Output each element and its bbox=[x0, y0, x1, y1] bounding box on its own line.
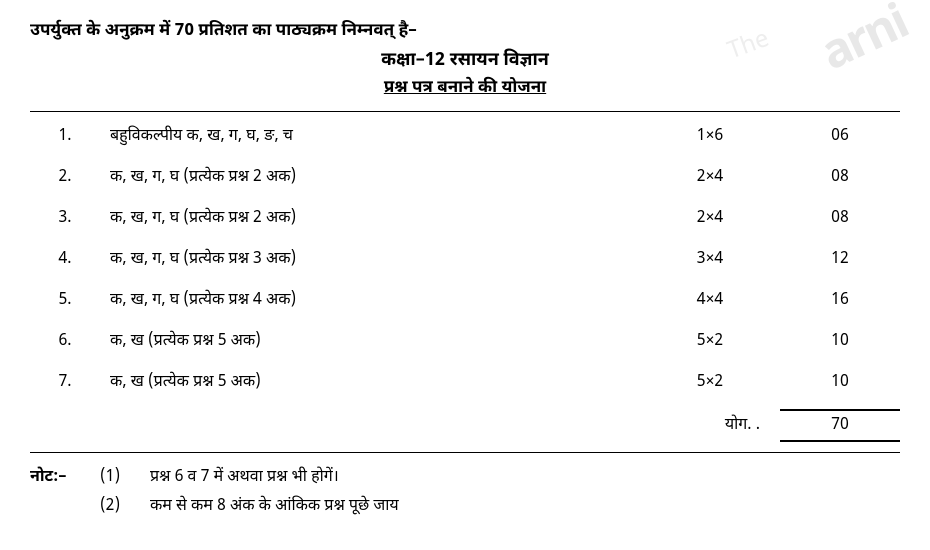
row-number: 2. bbox=[30, 167, 100, 188]
note-text: प्रश्न 6 व 7 में अथवा प्रश्न भी होगें। bbox=[150, 467, 900, 488]
total-row: योग. . 70 bbox=[30, 403, 900, 448]
row-description: क, ख, ग, घ (प्रत्येक प्रश्न 3 अक) bbox=[100, 249, 640, 270]
note-row: नोट:– (1) प्रश्न 6 व 7 में अथवा प्रश्न भ… bbox=[30, 463, 900, 492]
row-description: क, ख (प्रत्येक प्रश्न 5 अक) bbox=[100, 331, 640, 352]
row-total: 06 bbox=[780, 126, 900, 147]
row-number: 3. bbox=[30, 208, 100, 229]
row-total: 12 bbox=[780, 249, 900, 270]
row-total: 10 bbox=[780, 372, 900, 393]
notes-section: नोट:– (1) प्रश्न 6 व 7 में अथवा प्रश्न भ… bbox=[30, 463, 900, 521]
row-number: 1. bbox=[30, 126, 100, 147]
row-description: क, ख, ग, घ (प्रत्येक प्रश्न 2 अक) bbox=[100, 208, 640, 229]
row-multiplier: 1×6 bbox=[640, 126, 780, 147]
note-number: (1) bbox=[100, 467, 150, 488]
row-multiplier: 2×4 bbox=[640, 208, 780, 229]
intro-text: उपर्युक्त के अनुक्रम में 70 प्रतिशत का प… bbox=[30, 20, 900, 42]
table-row: 7. क, ख (प्रत्येक प्रश्न 5 अक) 5×2 10 bbox=[30, 362, 900, 403]
document-content: उपर्युक्त के अनुक्रम में 70 प्रतिशत का प… bbox=[30, 20, 900, 521]
total-value: 70 bbox=[780, 409, 900, 442]
row-multiplier: 3×4 bbox=[640, 249, 780, 270]
table-row: 2. क, ख, ग, घ (प्रत्येक प्रश्न 2 अक) 2×4… bbox=[30, 157, 900, 198]
table-row: 5. क, ख, ग, घ (प्रत्येक प्रश्न 4 अक) 4×4… bbox=[30, 280, 900, 321]
row-number: 4. bbox=[30, 249, 100, 270]
row-multiplier: 4×4 bbox=[640, 290, 780, 311]
row-multiplier: 5×2 bbox=[640, 372, 780, 393]
row-total: 08 bbox=[780, 208, 900, 229]
note-text: कम से कम 8 अंक के आंकिक प्रश्न पूछे जाय bbox=[150, 496, 900, 517]
class-title: कक्षा–12 रसायन विज्ञान bbox=[30, 50, 900, 73]
total-label: योग. . bbox=[640, 415, 780, 436]
note-number: (2) bbox=[100, 496, 150, 517]
row-number: 5. bbox=[30, 290, 100, 311]
row-total: 10 bbox=[780, 331, 900, 352]
table-row: 4. क, ख, ग, घ (प्रत्येक प्रश्न 3 अक) 3×4… bbox=[30, 239, 900, 280]
row-description: क, ख (प्रत्येक प्रश्न 5 अक) bbox=[100, 372, 640, 393]
row-description: क, ख, ग, घ (प्रत्येक प्रश्न 4 अक) bbox=[100, 290, 640, 311]
row-multiplier: 5×2 bbox=[640, 331, 780, 352]
row-description: बहुविकल्पीय क, ख, ग, घ, ङ, च bbox=[100, 126, 640, 147]
scheme-subtitle: प्रश्न पत्र बनाने की योजना bbox=[30, 77, 900, 99]
row-number: 6. bbox=[30, 331, 100, 352]
table-row: 1. बहुविकल्पीय क, ख, ग, घ, ङ, च 1×6 06 bbox=[30, 116, 900, 157]
notes-label-empty bbox=[30, 496, 100, 517]
table-row: 6. क, ख (प्रत्येक प्रश्न 5 अक) 5×2 10 bbox=[30, 321, 900, 362]
marks-table: 1. बहुविकल्पीय क, ख, ग, घ, ङ, च 1×6 06 2… bbox=[30, 116, 900, 448]
note-row: (2) कम से कम 8 अंक के आंकिक प्रश्न पूछे … bbox=[30, 492, 900, 521]
row-multiplier: 2×4 bbox=[640, 167, 780, 188]
bottom-rule bbox=[30, 452, 900, 453]
notes-label: नोट:– bbox=[30, 467, 100, 488]
top-rule bbox=[30, 111, 900, 112]
row-total: 16 bbox=[780, 290, 900, 311]
table-row: 3. क, ख, ग, घ (प्रत्येक प्रश्न 2 अक) 2×4… bbox=[30, 198, 900, 239]
row-number: 7. bbox=[30, 372, 100, 393]
row-total: 08 bbox=[780, 167, 900, 188]
row-description: क, ख, ग, घ (प्रत्येक प्रश्न 2 अक) bbox=[100, 167, 640, 188]
